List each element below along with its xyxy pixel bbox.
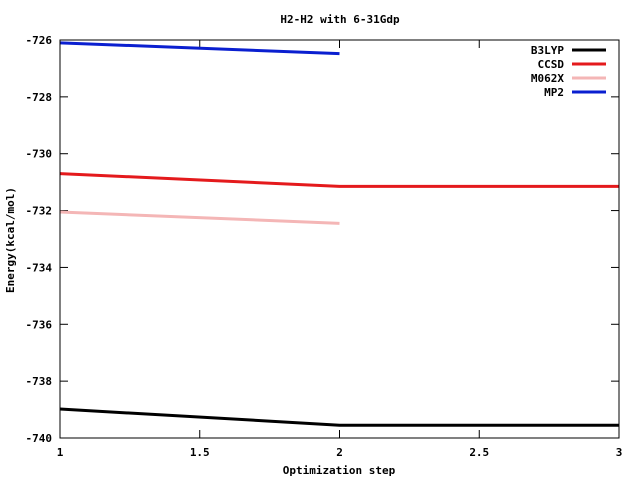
series-line-mp2: [59, 41, 340, 56]
y-tick-label: -740: [26, 432, 53, 445]
x-tick-label: 1.5: [190, 446, 210, 459]
x-tick-label: 2: [336, 446, 343, 459]
series-layer: [59, 41, 619, 427]
y-tick-label: -728: [26, 91, 53, 104]
x-tick-label: 1: [57, 446, 64, 459]
chart-title: H2-H2 with 6-31Gdp: [280, 13, 400, 26]
y-tick-label: -730: [26, 148, 53, 161]
x-tick-label: 3: [616, 446, 623, 459]
legend-label: CCSD: [538, 58, 565, 71]
x-axis-label: Optimization step: [283, 464, 396, 477]
legend-label: MP2: [544, 86, 564, 99]
ticks-layer: -740 -738 -736 -734 -732 -730 -728 -726 1 1.5 2 2.5…: [26, 34, 623, 459]
legend-label: M062X: [531, 72, 564, 85]
x-tick-label: 2.5: [469, 446, 489, 459]
series-line-m062x: [59, 210, 340, 225]
y-tick-label: -736: [26, 318, 53, 331]
series-line-ccsd: [59, 172, 619, 188]
y-tick-label: -732: [26, 205, 53, 218]
legend-label: B3LYP: [531, 44, 564, 57]
y-tick-label: -738: [26, 375, 53, 388]
y-axis-label: Energy(kcal/mol): [4, 187, 17, 293]
y-tick-label: -734: [26, 261, 53, 274]
plot-frame: [59, 39, 620, 439]
y-tick-label: -726: [26, 34, 53, 47]
series-line-b3lyp: [59, 407, 619, 427]
